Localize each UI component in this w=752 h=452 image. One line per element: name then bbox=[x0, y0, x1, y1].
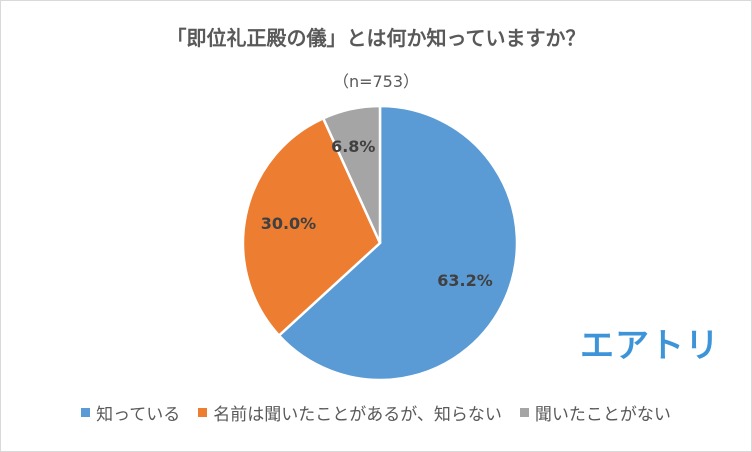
legend-swatch-orange bbox=[198, 408, 208, 417]
legend-item-never-heard: 聞いたことがない bbox=[519, 400, 671, 425]
slice-heard-name bbox=[241, 116, 382, 338]
data-label-heard-name: 30.0% bbox=[260, 214, 317, 234]
legend: 知っている 名前は聞いたことがあるが、知らない 聞いたことがない bbox=[0, 400, 752, 425]
legend-item-know: 知っている bbox=[81, 400, 180, 425]
slice-never-heard bbox=[321, 104, 382, 244]
data-label-know: 63.2% bbox=[437, 270, 493, 290]
legend-label: 知っている bbox=[96, 405, 181, 425]
legend-label: 聞いたことがない bbox=[534, 405, 671, 425]
chart-subtitle: （n=753） bbox=[332, 72, 420, 91]
legend-item-heard-name: 名前は聞いたことがあるが、知らない bbox=[198, 400, 502, 425]
legend-swatch-blue bbox=[81, 408, 91, 417]
legend-swatch-gray bbox=[519, 408, 529, 417]
slice-know bbox=[277, 104, 519, 382]
airtrip-logo: エアトリ bbox=[580, 326, 720, 366]
chart-title: 「即位礼正殿の儀」とは何か知っていますか？ bbox=[166, 26, 586, 50]
legend-label: 名前は聞いたことがあるが、知らない bbox=[213, 405, 502, 425]
data-label-never-heard: 6.8% bbox=[331, 136, 376, 156]
